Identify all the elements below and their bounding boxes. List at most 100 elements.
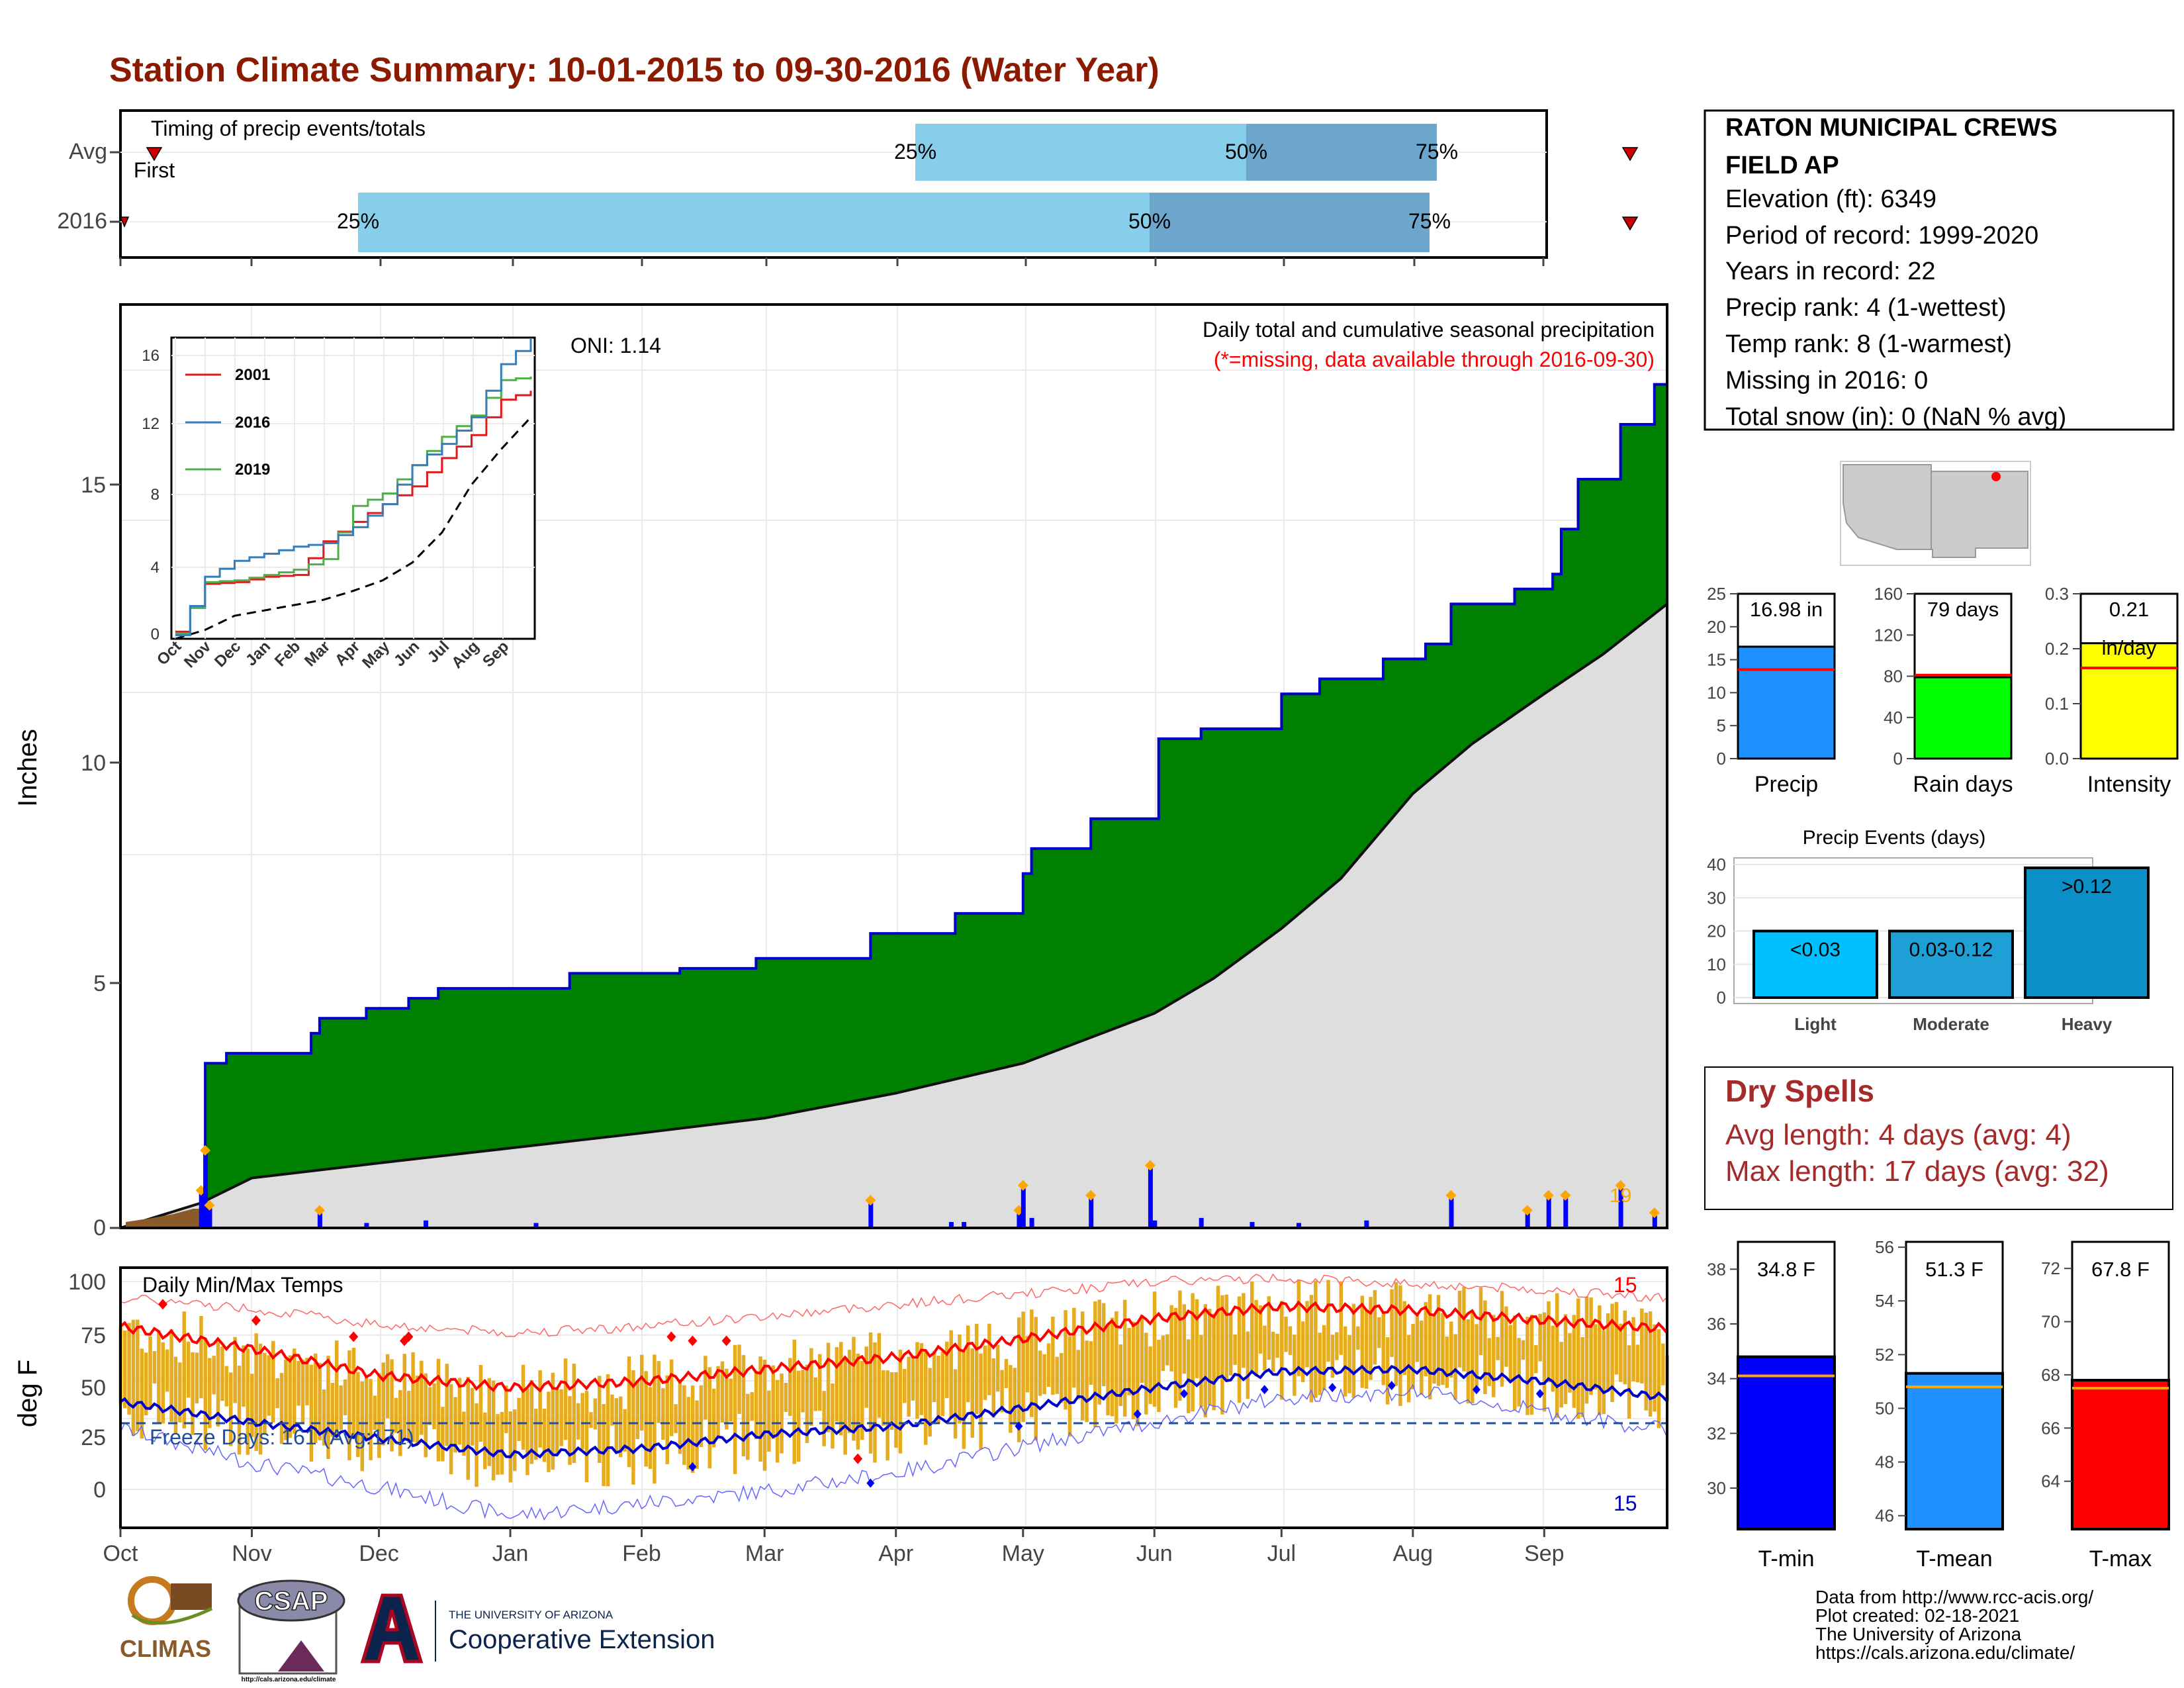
temp-range-bar bbox=[529, 1380, 534, 1464]
temp-range-bar bbox=[1640, 1308, 1644, 1383]
temp-range-bar bbox=[279, 1373, 284, 1444]
temp-range-bar bbox=[775, 1380, 780, 1463]
temp-range-bar bbox=[894, 1372, 898, 1448]
timing-row-avg-label: Avg bbox=[69, 139, 107, 164]
record-low-marker bbox=[1328, 1383, 1337, 1393]
temp-range-bar bbox=[1453, 1334, 1457, 1400]
temp-summary-t-mean: 51.3 F T-mean 46 48 50 52 54 56 bbox=[1875, 1237, 2004, 1571]
temp-range-bar bbox=[547, 1391, 551, 1472]
temp-range-bar bbox=[246, 1348, 250, 1455]
temp-range-bar bbox=[1551, 1325, 1555, 1392]
temp-range-bar bbox=[169, 1329, 173, 1422]
temp-range-bar bbox=[886, 1370, 889, 1461]
temp-range-bar bbox=[339, 1385, 343, 1430]
month-label: Jul bbox=[1267, 1541, 1296, 1566]
station-precip-rank: Precip rank: 4 (1-wettest) bbox=[1725, 294, 2006, 322]
temp-ytick-25: 25 bbox=[81, 1425, 106, 1450]
temp-range-bar bbox=[1364, 1309, 1369, 1389]
temp-range-bar bbox=[750, 1392, 754, 1421]
temp-range-bar bbox=[224, 1366, 229, 1407]
daily-precip-bar bbox=[1364, 1220, 1369, 1228]
temp-range-bar bbox=[1021, 1311, 1025, 1423]
temp-range-bar bbox=[415, 1376, 420, 1445]
month-label: Nov bbox=[232, 1541, 271, 1566]
daily-precip-bar bbox=[1017, 1213, 1022, 1228]
event-marker bbox=[1649, 1207, 1660, 1219]
y2016-p25-label: 25% bbox=[337, 209, 379, 233]
temp-range-bar bbox=[889, 1372, 894, 1430]
temp-range-bar bbox=[936, 1356, 940, 1424]
temp-range-bar bbox=[674, 1404, 678, 1433]
temp-range-bar bbox=[653, 1354, 657, 1484]
month-label: Apr bbox=[878, 1541, 913, 1566]
temp-range-bar bbox=[1322, 1325, 1326, 1391]
temp-range-bar bbox=[1271, 1331, 1275, 1372]
temp-range-bar bbox=[1406, 1335, 1411, 1403]
temp-range-bar bbox=[1424, 1301, 1428, 1377]
event-marker bbox=[204, 1199, 215, 1211]
station-info-box: RATON MUNICIPAL CREWS FIELD AP Elevation… bbox=[1704, 109, 2175, 431]
temp-range-bar bbox=[1229, 1313, 1233, 1376]
daily-precip-bar bbox=[1449, 1197, 1454, 1228]
temp-summary-value: 51.3 F bbox=[1925, 1258, 1983, 1281]
daily-precip-bars bbox=[195, 1145, 1660, 1228]
temp-range-bar bbox=[932, 1350, 936, 1403]
daily-precip-bar bbox=[1029, 1217, 1034, 1228]
temp-range-bar bbox=[737, 1344, 741, 1414]
temp-range-bar bbox=[271, 1340, 275, 1423]
temp-range-bar bbox=[1038, 1350, 1042, 1396]
temp-range-bar bbox=[1593, 1324, 1598, 1390]
freeze-days-label: Freeze Days: 161 (Avg:171) bbox=[150, 1425, 414, 1449]
month-label: Mar bbox=[745, 1541, 784, 1566]
record-low-marker bbox=[1535, 1389, 1544, 1399]
temp-range-bar bbox=[144, 1352, 148, 1415]
temp-range-bar bbox=[1055, 1356, 1059, 1394]
temp-range-bar bbox=[1152, 1291, 1157, 1407]
csap-logo: CSAP http://cals.arizona.edu/climate bbox=[237, 1579, 345, 1683]
temp-range-bar bbox=[208, 1358, 212, 1429]
temp-title: Daily Min/Max Temps bbox=[142, 1273, 343, 1297]
temp-range-bar bbox=[326, 1356, 330, 1460]
temp-range-bar bbox=[1250, 1281, 1254, 1372]
big-event-count: 19 bbox=[1610, 1185, 1631, 1207]
temp-range-bar bbox=[1199, 1335, 1203, 1407]
temp-range-bar bbox=[1076, 1350, 1080, 1400]
temp-range-bar bbox=[1233, 1334, 1237, 1365]
temp-range-bar bbox=[420, 1360, 424, 1435]
temp-summary-tick-label: 70 bbox=[2041, 1312, 2060, 1332]
y2016-p50-label: 50% bbox=[1128, 209, 1171, 233]
early-season-wedge bbox=[126, 1209, 200, 1228]
temp-range-bar bbox=[1025, 1336, 1030, 1393]
temp-range-bar bbox=[424, 1373, 428, 1458]
temp-range-bar bbox=[1466, 1319, 1471, 1404]
temp-range-bar bbox=[716, 1366, 720, 1436]
temp-range-bar bbox=[1661, 1343, 1665, 1385]
temp-range-bar bbox=[364, 1375, 369, 1440]
temp-summary-t-max: 67.8 F T-max 64 66 68 70 72 bbox=[2041, 1241, 2170, 1571]
temp-range-bar bbox=[741, 1355, 746, 1456]
temp-range-bar bbox=[1042, 1354, 1046, 1395]
temp-ytick-100: 100 bbox=[68, 1270, 106, 1295]
temp-range-bar bbox=[1619, 1323, 1623, 1382]
month-label: Sep bbox=[1524, 1541, 1565, 1566]
avg-quartile-50-75 bbox=[1246, 124, 1437, 181]
daily-precip-bar bbox=[364, 1223, 369, 1228]
event-marker bbox=[314, 1205, 325, 1216]
dry-spells-title: Dry Spells bbox=[1725, 1074, 1874, 1108]
temp-range-bar bbox=[275, 1378, 279, 1409]
daily-precip-bar bbox=[207, 1207, 212, 1228]
temp-range-bar bbox=[699, 1385, 704, 1448]
temp-range-bar bbox=[1212, 1313, 1216, 1411]
temp-range-bar bbox=[767, 1390, 771, 1452]
summary-value-bar bbox=[1913, 676, 2013, 760]
temp-range-bar bbox=[690, 1385, 695, 1473]
temp-range-bar bbox=[648, 1387, 653, 1470]
temp-range-bar bbox=[534, 1409, 538, 1460]
temp-range-bar bbox=[1428, 1294, 1432, 1399]
temp-range-bar bbox=[1653, 1324, 1657, 1412]
events-bar-moderate bbox=[1888, 929, 2014, 999]
temp-range-bar bbox=[1475, 1324, 1479, 1388]
temp-range-bar bbox=[1013, 1368, 1017, 1425]
temp-range-bar bbox=[1369, 1297, 1373, 1380]
summary-tick-label: 0.0 bbox=[2045, 749, 2069, 769]
